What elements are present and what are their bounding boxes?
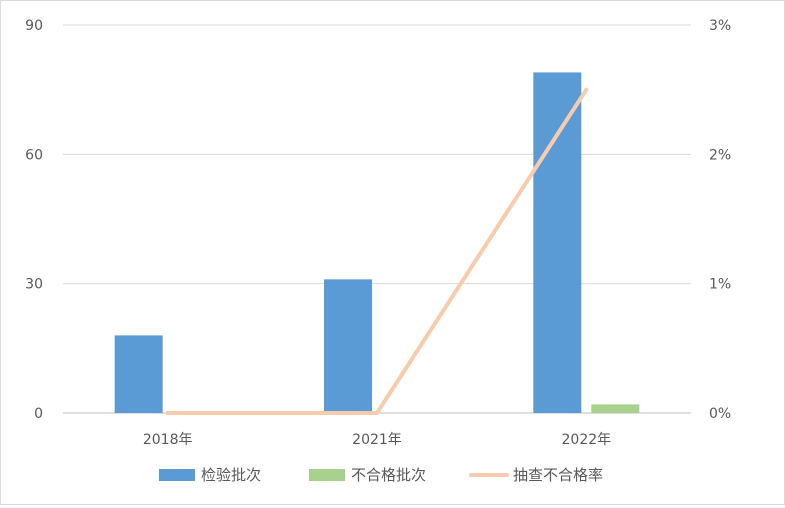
x-axis-ticks: 2018年 2021年 2022年 <box>143 432 611 448</box>
line-series <box>165 87 589 415</box>
bars <box>114 72 640 413</box>
right-axis-tick-label: 2% <box>709 147 731 163</box>
left-axis-tick-label: 30 <box>25 277 43 293</box>
series-line <box>165 87 589 415</box>
legend: 检验批次 不合格批次 抽查不合格率 <box>159 466 603 484</box>
bar <box>533 72 582 413</box>
bar <box>324 279 372 413</box>
bar <box>591 404 640 413</box>
legend-label: 抽查不合格率 <box>513 466 603 484</box>
left-axis-tick-label: 60 <box>25 147 43 163</box>
x-axis-tick-label: 2018年 <box>143 432 193 448</box>
x-axis-tick-label: 2022年 <box>562 432 612 448</box>
legend-label: 检验批次 <box>201 466 261 484</box>
bar <box>114 335 163 413</box>
left-axis-ticks: 0 30 60 90 <box>25 18 43 422</box>
legend-label: 不合格批次 <box>351 466 426 484</box>
left-axis-tick-label: 90 <box>25 18 43 34</box>
x-axis-tick-label: 2021年 <box>352 432 402 448</box>
left-axis-tick-label: 0 <box>34 406 43 422</box>
right-axis-ticks: 0% 1% 2% 3% <box>709 18 731 422</box>
right-axis-tick-label: 3% <box>709 18 731 34</box>
right-axis-tick-label: 0% <box>709 406 731 422</box>
legend-swatch <box>159 469 195 481</box>
right-axis-tick-label: 1% <box>709 277 731 293</box>
legend-swatch <box>309 469 345 481</box>
